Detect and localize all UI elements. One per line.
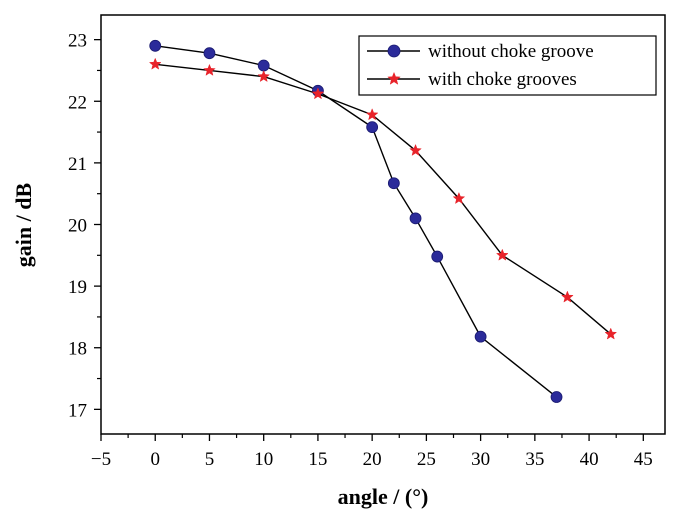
x-tick-label: 5 — [205, 449, 215, 470]
y-tick-label: 18 — [68, 339, 87, 360]
y-tick-label: 21 — [68, 154, 87, 175]
x-tick-label: 25 — [417, 449, 436, 470]
data-point-star — [409, 143, 422, 156]
legend-marker-star — [387, 71, 401, 85]
x-tick-label: 40 — [580, 449, 599, 470]
data-point-star — [311, 87, 325, 100]
x-tick-label: −5 — [91, 449, 111, 470]
data-point-star — [257, 69, 271, 83]
x-tick-label: 0 — [150, 449, 160, 470]
data-point-star — [495, 248, 509, 261]
data-point-star — [365, 108, 379, 121]
y-tick-label: 22 — [68, 92, 87, 113]
data-point-circle — [257, 59, 270, 72]
legend-item-1: without choke groove — [367, 41, 594, 62]
legend-marker-circle — [387, 44, 401, 58]
series-layer — [148, 39, 618, 403]
data-point-circle — [366, 121, 379, 134]
x-tick-label: 15 — [308, 449, 327, 470]
series-line — [155, 45, 557, 398]
data-point-circle — [149, 39, 162, 52]
legend-box — [358, 35, 657, 96]
legend: without choke groove with choke grooves — [358, 35, 657, 96]
x-tick-label: 10 — [254, 449, 273, 470]
series-line — [155, 63, 612, 335]
x-tick-label: 45 — [634, 449, 653, 470]
data-point-star — [452, 191, 466, 205]
x-tick-label: 30 — [471, 449, 490, 470]
y-tick-label: 19 — [68, 277, 87, 298]
legend-label: with choke grooves — [428, 69, 577, 90]
data-point-star — [604, 327, 618, 340]
y-tick-label: 23 — [68, 31, 87, 52]
y-axis-ticks: 17 18 19 20 21 22 23 — [68, 31, 101, 421]
legend-item-2: with choke grooves — [367, 69, 577, 90]
x-tick-label: 35 — [525, 449, 544, 470]
data-point-star — [148, 57, 162, 70]
x-axis-ticks: −5 0 5 10 15 20 25 30 35 40 45 — [91, 434, 653, 470]
legend-items: without choke groove with choke grooves — [367, 41, 594, 90]
series-2 — [148, 57, 618, 340]
data-point-circle — [474, 330, 487, 343]
y-axis-title: gain / dB — [11, 182, 36, 267]
data-point-star — [203, 63, 216, 76]
data-point-circle — [431, 250, 444, 263]
data-point-circle — [550, 391, 563, 403]
data-point-star — [561, 290, 574, 303]
data-point-circle — [409, 212, 422, 225]
x-tick-label: 20 — [363, 449, 382, 470]
x-axis-title: angle / (°) — [338, 484, 429, 509]
y-tick-label: 17 — [68, 400, 87, 421]
y-tick-label: 20 — [68, 216, 87, 237]
data-point-circle — [387, 177, 400, 190]
data-point-circle — [203, 47, 216, 60]
legend-label: without choke groove — [428, 41, 594, 62]
